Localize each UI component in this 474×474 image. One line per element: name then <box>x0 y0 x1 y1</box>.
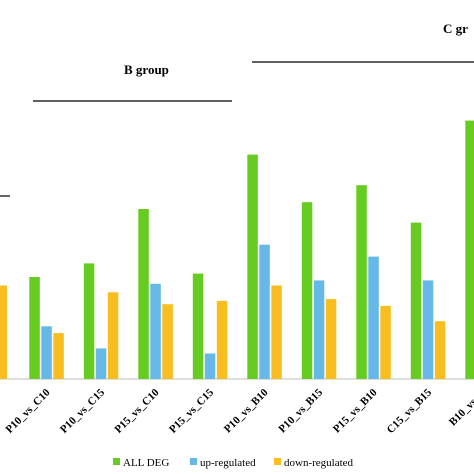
tick-label-9: B10_vs_C <box>447 387 474 429</box>
bar-1-2 <box>83 263 95 379</box>
bar-1-3 <box>138 209 149 379</box>
tick-label-8: C15_vs_B15 <box>385 386 435 436</box>
legend-swatch-2 <box>190 458 197 465</box>
bar-2-6 <box>313 280 325 379</box>
bar-2-3 <box>150 283 161 379</box>
tick-label-7: P15_vs_B10 <box>331 386 380 435</box>
bar-2-8 <box>422 280 434 379</box>
tick-label-6: P10_vs_B15 <box>276 386 325 435</box>
bar-1-8 <box>410 222 422 379</box>
group-brackets: B group C gr <box>33 21 474 102</box>
legend-label-3: down-regulated <box>284 457 354 469</box>
bar-3-8 <box>434 321 446 379</box>
bar-3-5 <box>271 285 282 379</box>
tick-label-3: P15_vs_C10 <box>113 386 162 435</box>
bar-2-1 <box>41 326 52 379</box>
bar-3-4 <box>216 300 228 379</box>
bar-1-4 <box>192 273 204 379</box>
x-tick-labels: P10_vs_C10 P10_vs_C15 P15_vs_C10 P15_vs_C15… <box>4 386 474 436</box>
bar-1-1 <box>29 277 40 379</box>
bar-3-7 <box>380 305 391 379</box>
bar-3-3 <box>162 304 173 379</box>
tick-label-5: P10_vs_B10 <box>222 386 271 435</box>
bar-partial-left <box>0 285 7 379</box>
bar-2-7 <box>368 256 379 379</box>
tick-label-4: P15_vs_C15 <box>167 386 216 435</box>
legend-label-1: ALL DEG <box>123 457 169 469</box>
legend-swatch-3 <box>274 458 281 465</box>
bar-2-5 <box>259 244 270 379</box>
tick-label-1: P10_vs_C10 <box>4 386 53 435</box>
bar-1-9 <box>465 120 474 379</box>
bar-2-4 <box>204 353 216 379</box>
legend: ALL DEG up-regulated down-regulated <box>113 457 354 469</box>
group-label-1: B group <box>124 62 169 77</box>
bar-1-5 <box>247 154 258 379</box>
bar-1-7 <box>356 185 367 379</box>
bar-3-6 <box>325 299 337 379</box>
bar-1-6 <box>301 202 313 379</box>
legend-swatch-1 <box>113 458 120 465</box>
bar-2-2 <box>95 348 107 379</box>
legend-label-2: up-regulated <box>200 457 256 469</box>
tick-label-2: P10_vs_C15 <box>58 386 107 435</box>
group-label-2: C gr <box>443 21 468 36</box>
bars <box>0 120 474 379</box>
bar-3-1 <box>53 333 64 379</box>
bar-3-2 <box>107 292 119 379</box>
